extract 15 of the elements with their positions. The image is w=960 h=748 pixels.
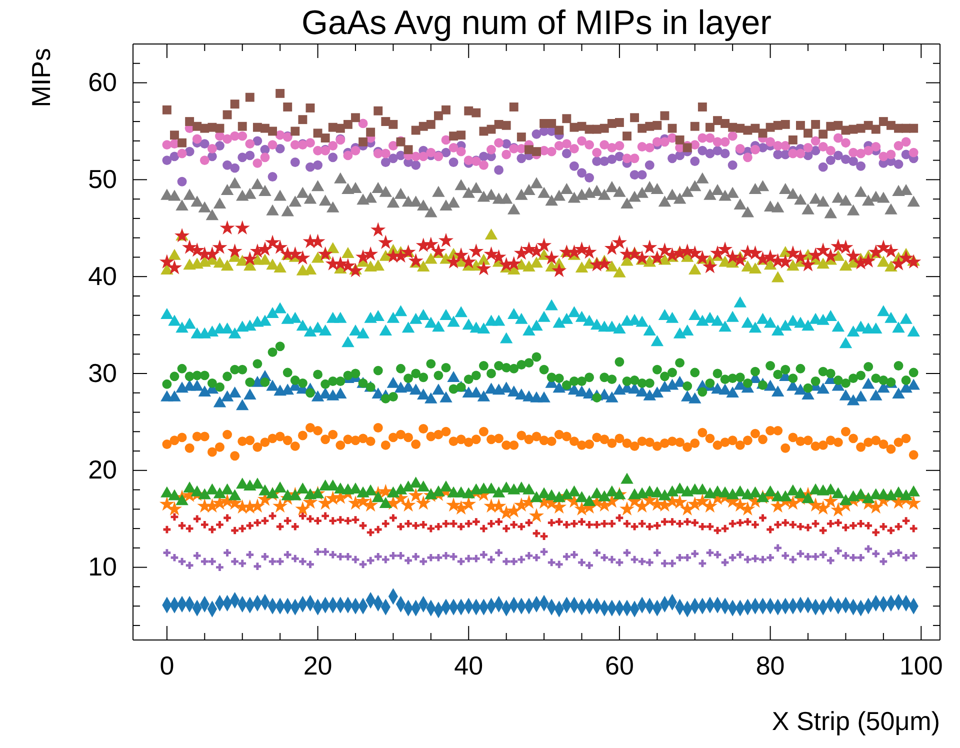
- x-tick-label: 100: [899, 650, 943, 680]
- y-tick-label: 40: [88, 260, 117, 291]
- y-tick-label: 60: [88, 67, 117, 98]
- y-tick-label: 30: [88, 358, 117, 388]
- chart-title: GaAs Avg num of MIPs in layer: [302, 4, 772, 42]
- x-tick-label: 80: [756, 650, 785, 680]
- y-axis-title: MIPs: [26, 48, 56, 108]
- x-axis-title: X Strip (50μm): [772, 706, 940, 736]
- x-tick-label: 60: [605, 650, 634, 680]
- x-tick-label: 20: [303, 650, 332, 680]
- x-tick-label: 40: [454, 650, 484, 680]
- x-tick-label: 0: [160, 650, 174, 680]
- y-tick-label: 20: [88, 454, 117, 485]
- y-tick-label: 10: [88, 552, 117, 582]
- y-tick-label: 50: [88, 164, 117, 194]
